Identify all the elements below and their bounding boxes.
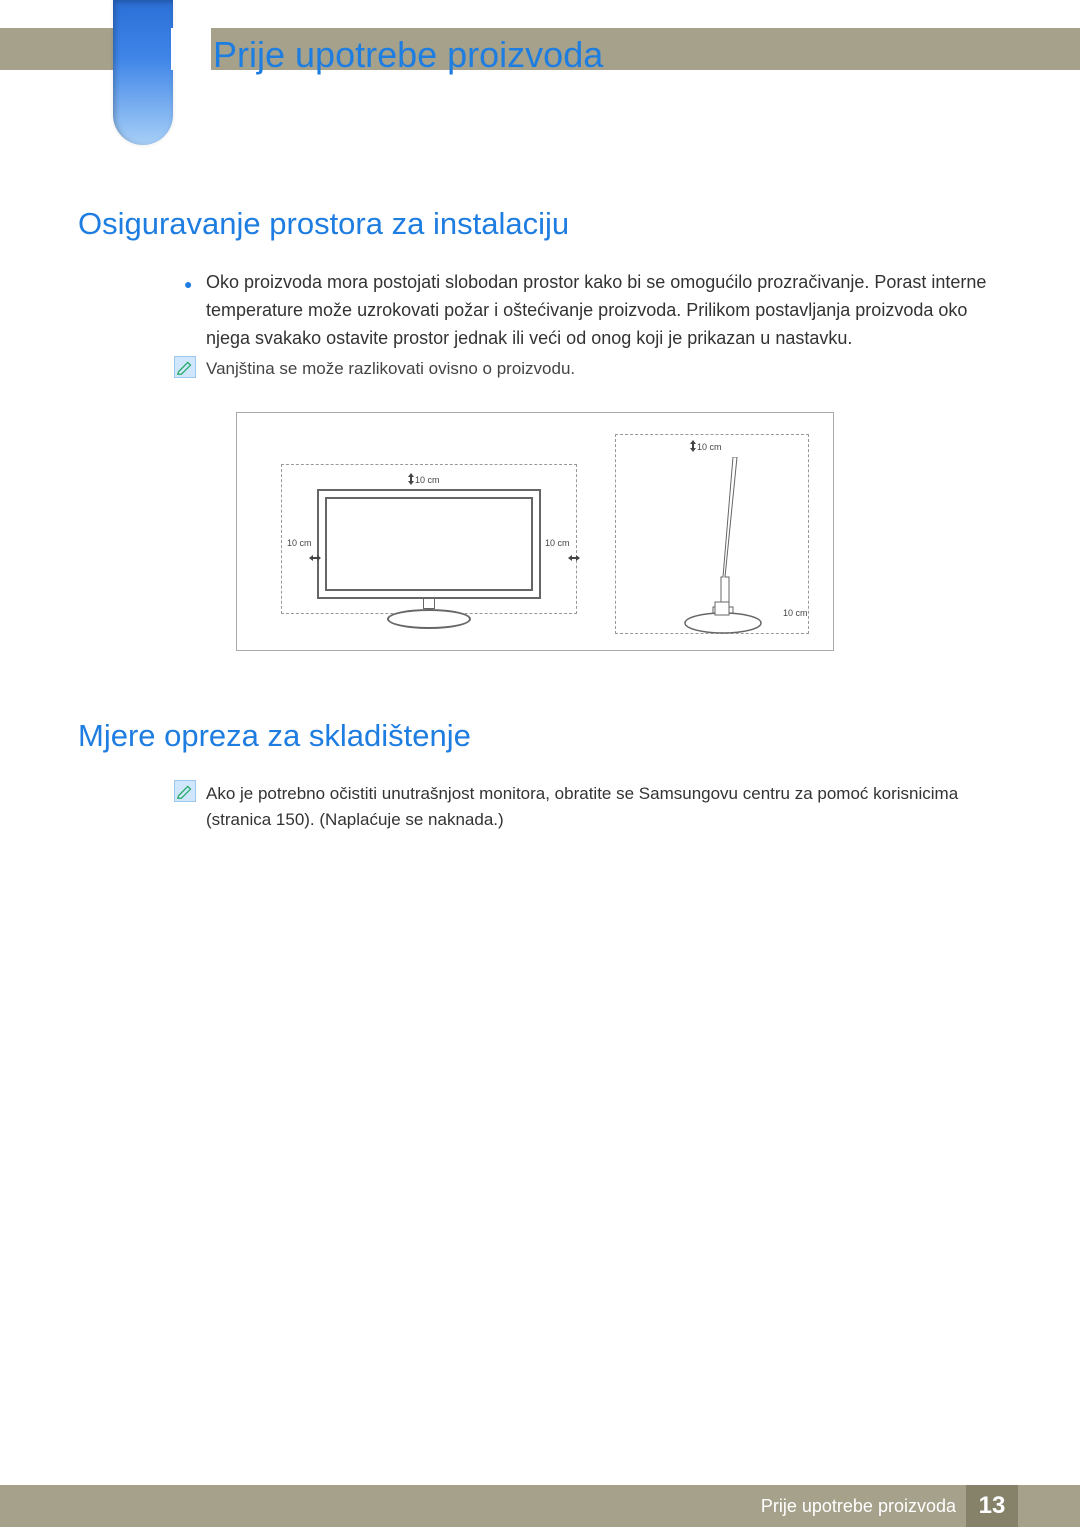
- chapter-tab: [113, 0, 173, 145]
- bullet-icon: ●: [184, 276, 192, 292]
- arrow-side-top-icon: [690, 439, 696, 457]
- section-heading-1: Osiguravanje prostora za instalaciju: [78, 206, 569, 242]
- section-heading-2: Mjere opreza za skladištenje: [78, 718, 471, 754]
- footer-text: Prije upotrebe proizvoda: [761, 1496, 956, 1517]
- dim-left-label: 10 cm: [287, 538, 312, 548]
- section1-paragraph: Oko proizvoda mora postojati slobodan pr…: [206, 269, 996, 353]
- dim-right-label: 10 cm: [545, 538, 570, 548]
- monitor-side-shape: [683, 457, 773, 635]
- note-icon: [174, 356, 196, 378]
- dim-top-label: 10 cm: [415, 475, 440, 485]
- tab-cutout: [171, 28, 211, 70]
- diagram-front-view: 10 cm 10 cm 10 cm: [257, 431, 597, 636]
- section2-note: Ako je potrebno očistiti unutrašnjost mo…: [206, 781, 996, 834]
- monitor-stand-base: [387, 609, 471, 629]
- installation-diagram: 10 cm 10 cm 10 cm 10 cm 10 cm: [236, 412, 834, 651]
- monitor-stand-neck: [423, 599, 435, 609]
- monitor-front-shape: [317, 489, 541, 599]
- dim-side-bottom-label: 10 cm: [783, 608, 808, 618]
- dim-side-top-label: 10 cm: [697, 442, 722, 452]
- note-icon: [174, 780, 196, 802]
- arrow-left-icon: [309, 548, 321, 566]
- diagram-side-view: 10 cm 10 cm: [613, 431, 813, 639]
- page-title: Prije upotrebe proizvoda: [213, 34, 603, 76]
- arrow-top-icon: [408, 472, 414, 490]
- arrow-right-icon: [568, 548, 580, 566]
- section1-note: Vanjština se može razlikovati ovisno o p…: [206, 356, 575, 382]
- page-number: 13: [966, 1485, 1018, 1527]
